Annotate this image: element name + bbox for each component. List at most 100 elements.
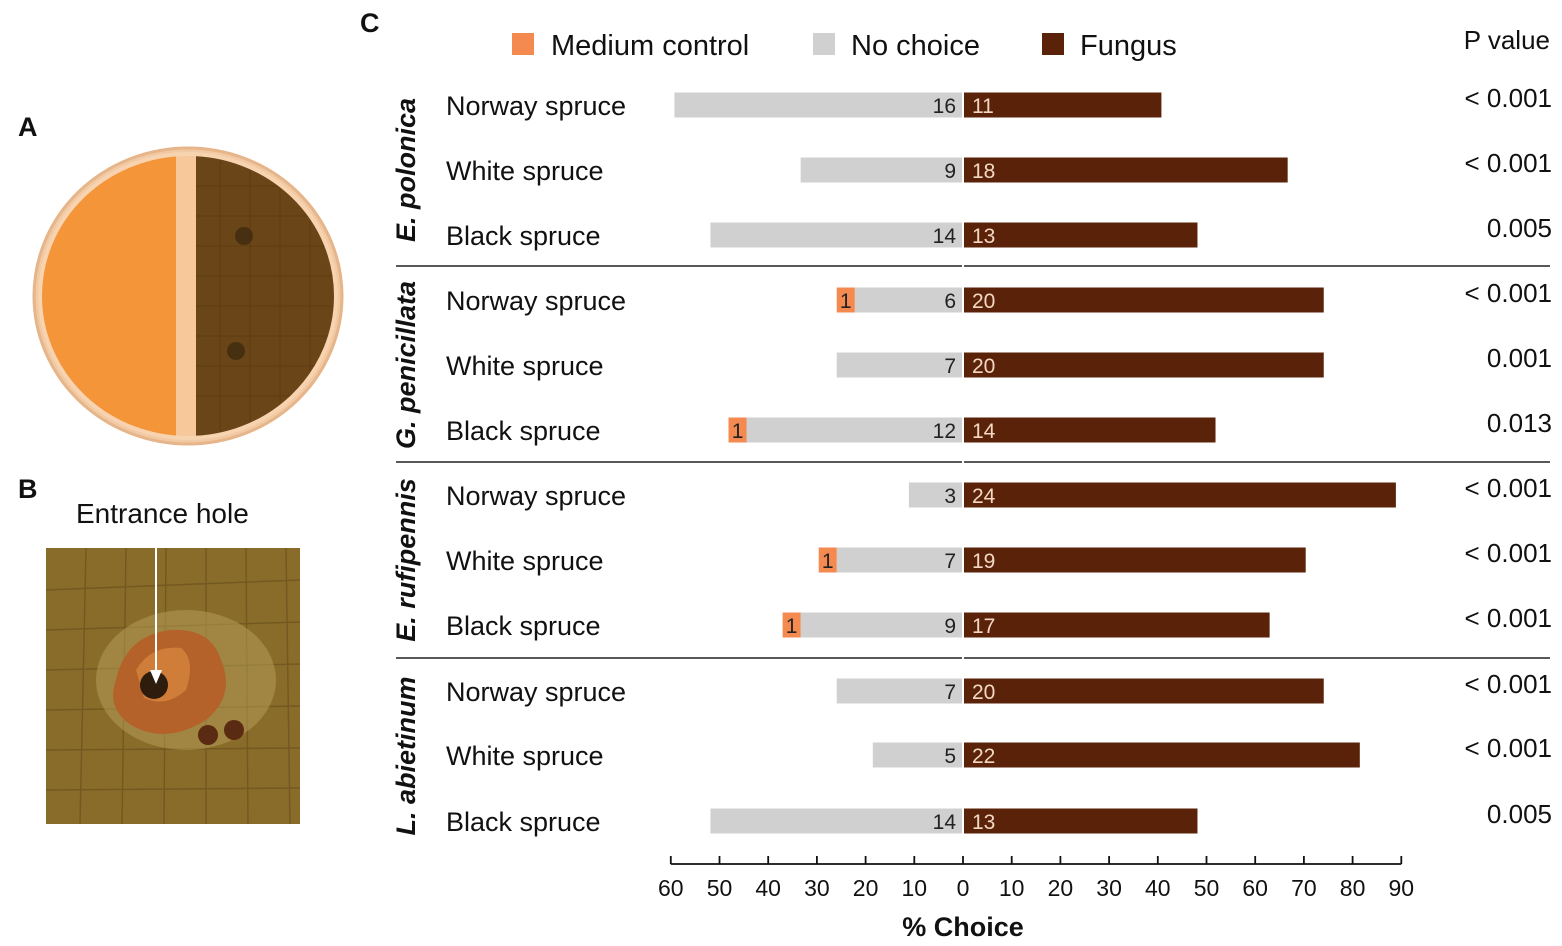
no-choice-bar xyxy=(800,157,963,183)
x-tick-label: 30 xyxy=(1096,875,1122,901)
no-choice-value: 6 xyxy=(944,290,956,313)
no-choice-bar xyxy=(854,287,963,313)
row-label: Black spruce xyxy=(446,416,601,446)
fungus-value: 11 xyxy=(972,95,994,118)
x-tick-label: 50 xyxy=(1194,875,1220,901)
species-label: E. polonica xyxy=(391,98,421,242)
p-value: 0.013 xyxy=(1487,408,1552,438)
x-tick-label: 60 xyxy=(658,875,684,901)
no-choice-value: 9 xyxy=(944,615,956,638)
row-label: Black spruce xyxy=(446,807,601,837)
p-value: 0.001 xyxy=(1487,343,1552,373)
row-label: Black spruce xyxy=(446,221,601,251)
fungus-value: 24 xyxy=(972,485,996,508)
fungus-bar xyxy=(963,742,1360,768)
no-choice-bar xyxy=(836,547,963,573)
x-tick-label: 40 xyxy=(755,875,781,901)
no-choice-bar xyxy=(746,417,963,443)
legend-swatch xyxy=(512,33,534,55)
fungus-value: 20 xyxy=(972,355,995,378)
no-choice-bar xyxy=(836,678,963,704)
no-choice-value: 7 xyxy=(944,355,956,378)
p-value: < 0.001 xyxy=(1465,733,1552,763)
fungus-bar xyxy=(963,352,1324,378)
legend-swatch xyxy=(1042,33,1064,55)
species-label: L. abietinum xyxy=(391,676,421,835)
fungus-value: 13 xyxy=(972,225,995,248)
fungus-bar xyxy=(963,482,1396,508)
entrance-hole-label: Entrance hole xyxy=(76,498,249,529)
p-value: < 0.001 xyxy=(1465,538,1552,568)
no-choice-bar xyxy=(710,808,963,834)
medium-control-value: 1 xyxy=(732,420,744,443)
no-choice-bar xyxy=(836,352,963,378)
medium-control-value: 1 xyxy=(786,615,798,638)
p-value: 0.005 xyxy=(1487,799,1552,829)
no-choice-value: 7 xyxy=(944,550,956,573)
fungus-value: 20 xyxy=(972,681,995,704)
panel-label-c: C xyxy=(360,8,380,38)
fungus-bar xyxy=(963,612,1270,638)
fungus-value: 13 xyxy=(972,811,995,834)
no-choice-bar xyxy=(908,482,963,508)
no-choice-value: 16 xyxy=(933,95,956,118)
row-label: Black spruce xyxy=(446,611,601,641)
row-label: Norway spruce xyxy=(446,677,626,707)
fungus-value: 20 xyxy=(972,290,995,313)
medium-control-bar xyxy=(836,287,855,313)
row-label: Norway spruce xyxy=(446,286,626,316)
row-label: White spruce xyxy=(446,546,604,576)
fungus-bar xyxy=(963,92,1162,118)
no-choice-bar xyxy=(872,742,963,768)
x-tick-label: 40 xyxy=(1145,875,1171,901)
legend-swatch xyxy=(813,33,835,55)
no-choice-value: 5 xyxy=(944,745,956,768)
p-value-header: P value xyxy=(1464,25,1550,55)
row-label: Norway spruce xyxy=(446,91,626,121)
panel-label-b: B xyxy=(18,474,38,504)
legend-label: Medium control xyxy=(551,30,749,62)
row-label: White spruce xyxy=(446,741,604,771)
fungus-bar xyxy=(963,808,1198,834)
x-tick-label: 70 xyxy=(1291,875,1317,901)
x-tick-label: 20 xyxy=(1048,875,1074,901)
fungus-value: 17 xyxy=(972,615,995,638)
x-tick-label: 20 xyxy=(853,875,879,901)
fungus-bar xyxy=(963,417,1216,443)
legend-label: No choice xyxy=(851,30,980,62)
fungus-bar xyxy=(963,547,1306,573)
p-value: < 0.001 xyxy=(1465,83,1552,113)
petri-dish-photo xyxy=(32,146,344,446)
x-tick-label: 0 xyxy=(957,875,970,901)
medium-control-value: 1 xyxy=(822,550,834,573)
fungus-value: 22 xyxy=(972,745,995,768)
fungus-bar xyxy=(963,678,1324,704)
p-value: < 0.001 xyxy=(1465,278,1552,308)
x-axis-label: % Choice xyxy=(902,912,1024,942)
fungus-bar xyxy=(963,222,1198,248)
p-value: < 0.001 xyxy=(1465,473,1552,503)
p-value: < 0.001 xyxy=(1465,603,1552,633)
fungus-bar xyxy=(963,287,1324,313)
species-label: E. rufipennis xyxy=(391,478,421,642)
row-label: White spruce xyxy=(446,156,604,186)
p-value: < 0.001 xyxy=(1465,148,1552,178)
no-choice-value: 14 xyxy=(933,225,957,248)
row-label: White spruce xyxy=(446,351,604,381)
p-value: 0.005 xyxy=(1487,213,1552,243)
no-choice-value: 7 xyxy=(944,681,956,704)
no-choice-bar xyxy=(710,222,963,248)
x-tick-label: 50 xyxy=(707,875,733,901)
x-tick-label: 10 xyxy=(902,875,928,901)
no-choice-value: 9 xyxy=(944,160,956,183)
no-choice-value: 3 xyxy=(944,485,956,508)
x-tick-label: 80 xyxy=(1340,875,1366,901)
species-label: G. penicillata xyxy=(391,281,421,449)
medium-control-bar xyxy=(782,612,801,638)
fungus-value: 14 xyxy=(972,420,996,443)
p-value: < 0.001 xyxy=(1465,669,1552,699)
row-label: Norway spruce xyxy=(446,481,626,511)
x-tick-label: 90 xyxy=(1389,875,1415,901)
fungus-bar xyxy=(963,157,1288,183)
